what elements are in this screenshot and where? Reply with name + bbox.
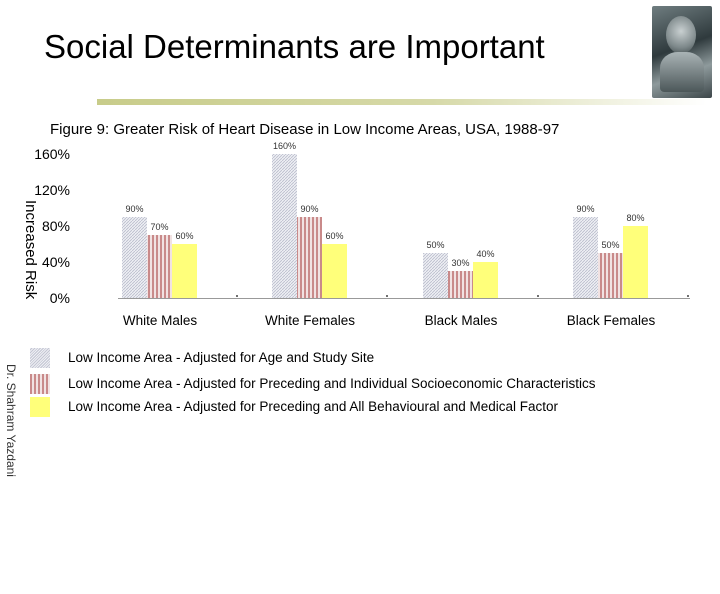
y-tick-label: 80% xyxy=(42,218,70,234)
legend-swatch xyxy=(30,374,50,394)
legend-entry: Low Income Area - Adjusted for Preceding… xyxy=(30,372,690,394)
y-tick-label: 160% xyxy=(34,146,70,162)
bar-black-females-s1 xyxy=(573,217,598,298)
group-separator-dot xyxy=(687,295,689,297)
bar-black-males-s2 xyxy=(448,271,473,298)
praying-hands-photo xyxy=(652,6,712,98)
y-tick-label: 0% xyxy=(50,290,70,306)
x-category-label: Black Males xyxy=(425,313,498,328)
author-credit: Dr. Shahram Yazdani xyxy=(4,364,18,477)
bar-white-males-s3 xyxy=(172,244,197,298)
bar-chart: Figure 9: Greater Risk of Heart Disease … xyxy=(22,121,690,328)
bar-value-label: 30% xyxy=(451,258,469,268)
legend-label: Low Income Area - Adjusted for Preceding… xyxy=(68,399,559,414)
x-category-label: White Males xyxy=(123,313,198,328)
legend-entry: Low Income Area - Adjusted for Age and S… xyxy=(30,346,690,368)
legend-label: Low Income Area - Adjusted for Preceding… xyxy=(68,376,596,391)
slide-title: Social Determinants are Important xyxy=(44,28,545,65)
title-divider xyxy=(97,99,707,105)
x-category-label: White Females xyxy=(265,313,355,328)
x-category-label: Black Females xyxy=(567,313,656,328)
bar-value-label: 90% xyxy=(576,204,594,214)
y-tick-label: 40% xyxy=(42,254,70,270)
y-axis-label: Increased Risk xyxy=(22,200,39,300)
y-tick-label: 120% xyxy=(34,182,70,198)
chart-title: Figure 9: Greater Risk of Heart Disease … xyxy=(50,121,559,138)
bar-value-label: 90% xyxy=(300,204,318,214)
bar-value-label: 50% xyxy=(426,240,444,250)
group-separator-dot xyxy=(236,295,238,297)
legend-entry: Low Income Area - Adjusted for Preceding… xyxy=(30,395,690,417)
bar-value-label: 60% xyxy=(325,231,343,241)
bar-value-label: 40% xyxy=(476,249,494,259)
bar-value-label: 50% xyxy=(601,240,619,250)
bar-white-males-s1 xyxy=(122,217,147,298)
bar-black-males-s3 xyxy=(473,262,498,298)
bar-white-females-s2 xyxy=(297,217,322,298)
bar-black-females-s2 xyxy=(598,253,623,298)
group-separator-dot xyxy=(537,295,539,297)
bar-value-label: 60% xyxy=(175,231,193,241)
group-separator-dot xyxy=(386,295,388,297)
legend-swatch xyxy=(30,348,50,368)
bar-white-males-s2 xyxy=(147,235,172,298)
bar-value-label: 70% xyxy=(150,222,168,232)
bar-value-label: 160% xyxy=(273,141,296,151)
bar-black-males-s1 xyxy=(423,253,448,298)
bar-white-females-s1 xyxy=(272,154,297,298)
bar-white-females-s3 xyxy=(322,244,347,298)
bar-value-label: 90% xyxy=(125,204,143,214)
bar-black-females-s3 xyxy=(623,226,648,298)
legend-label: Low Income Area - Adjusted for Age and S… xyxy=(68,350,375,365)
legend-swatch xyxy=(30,397,50,417)
bar-value-label: 80% xyxy=(626,213,644,223)
